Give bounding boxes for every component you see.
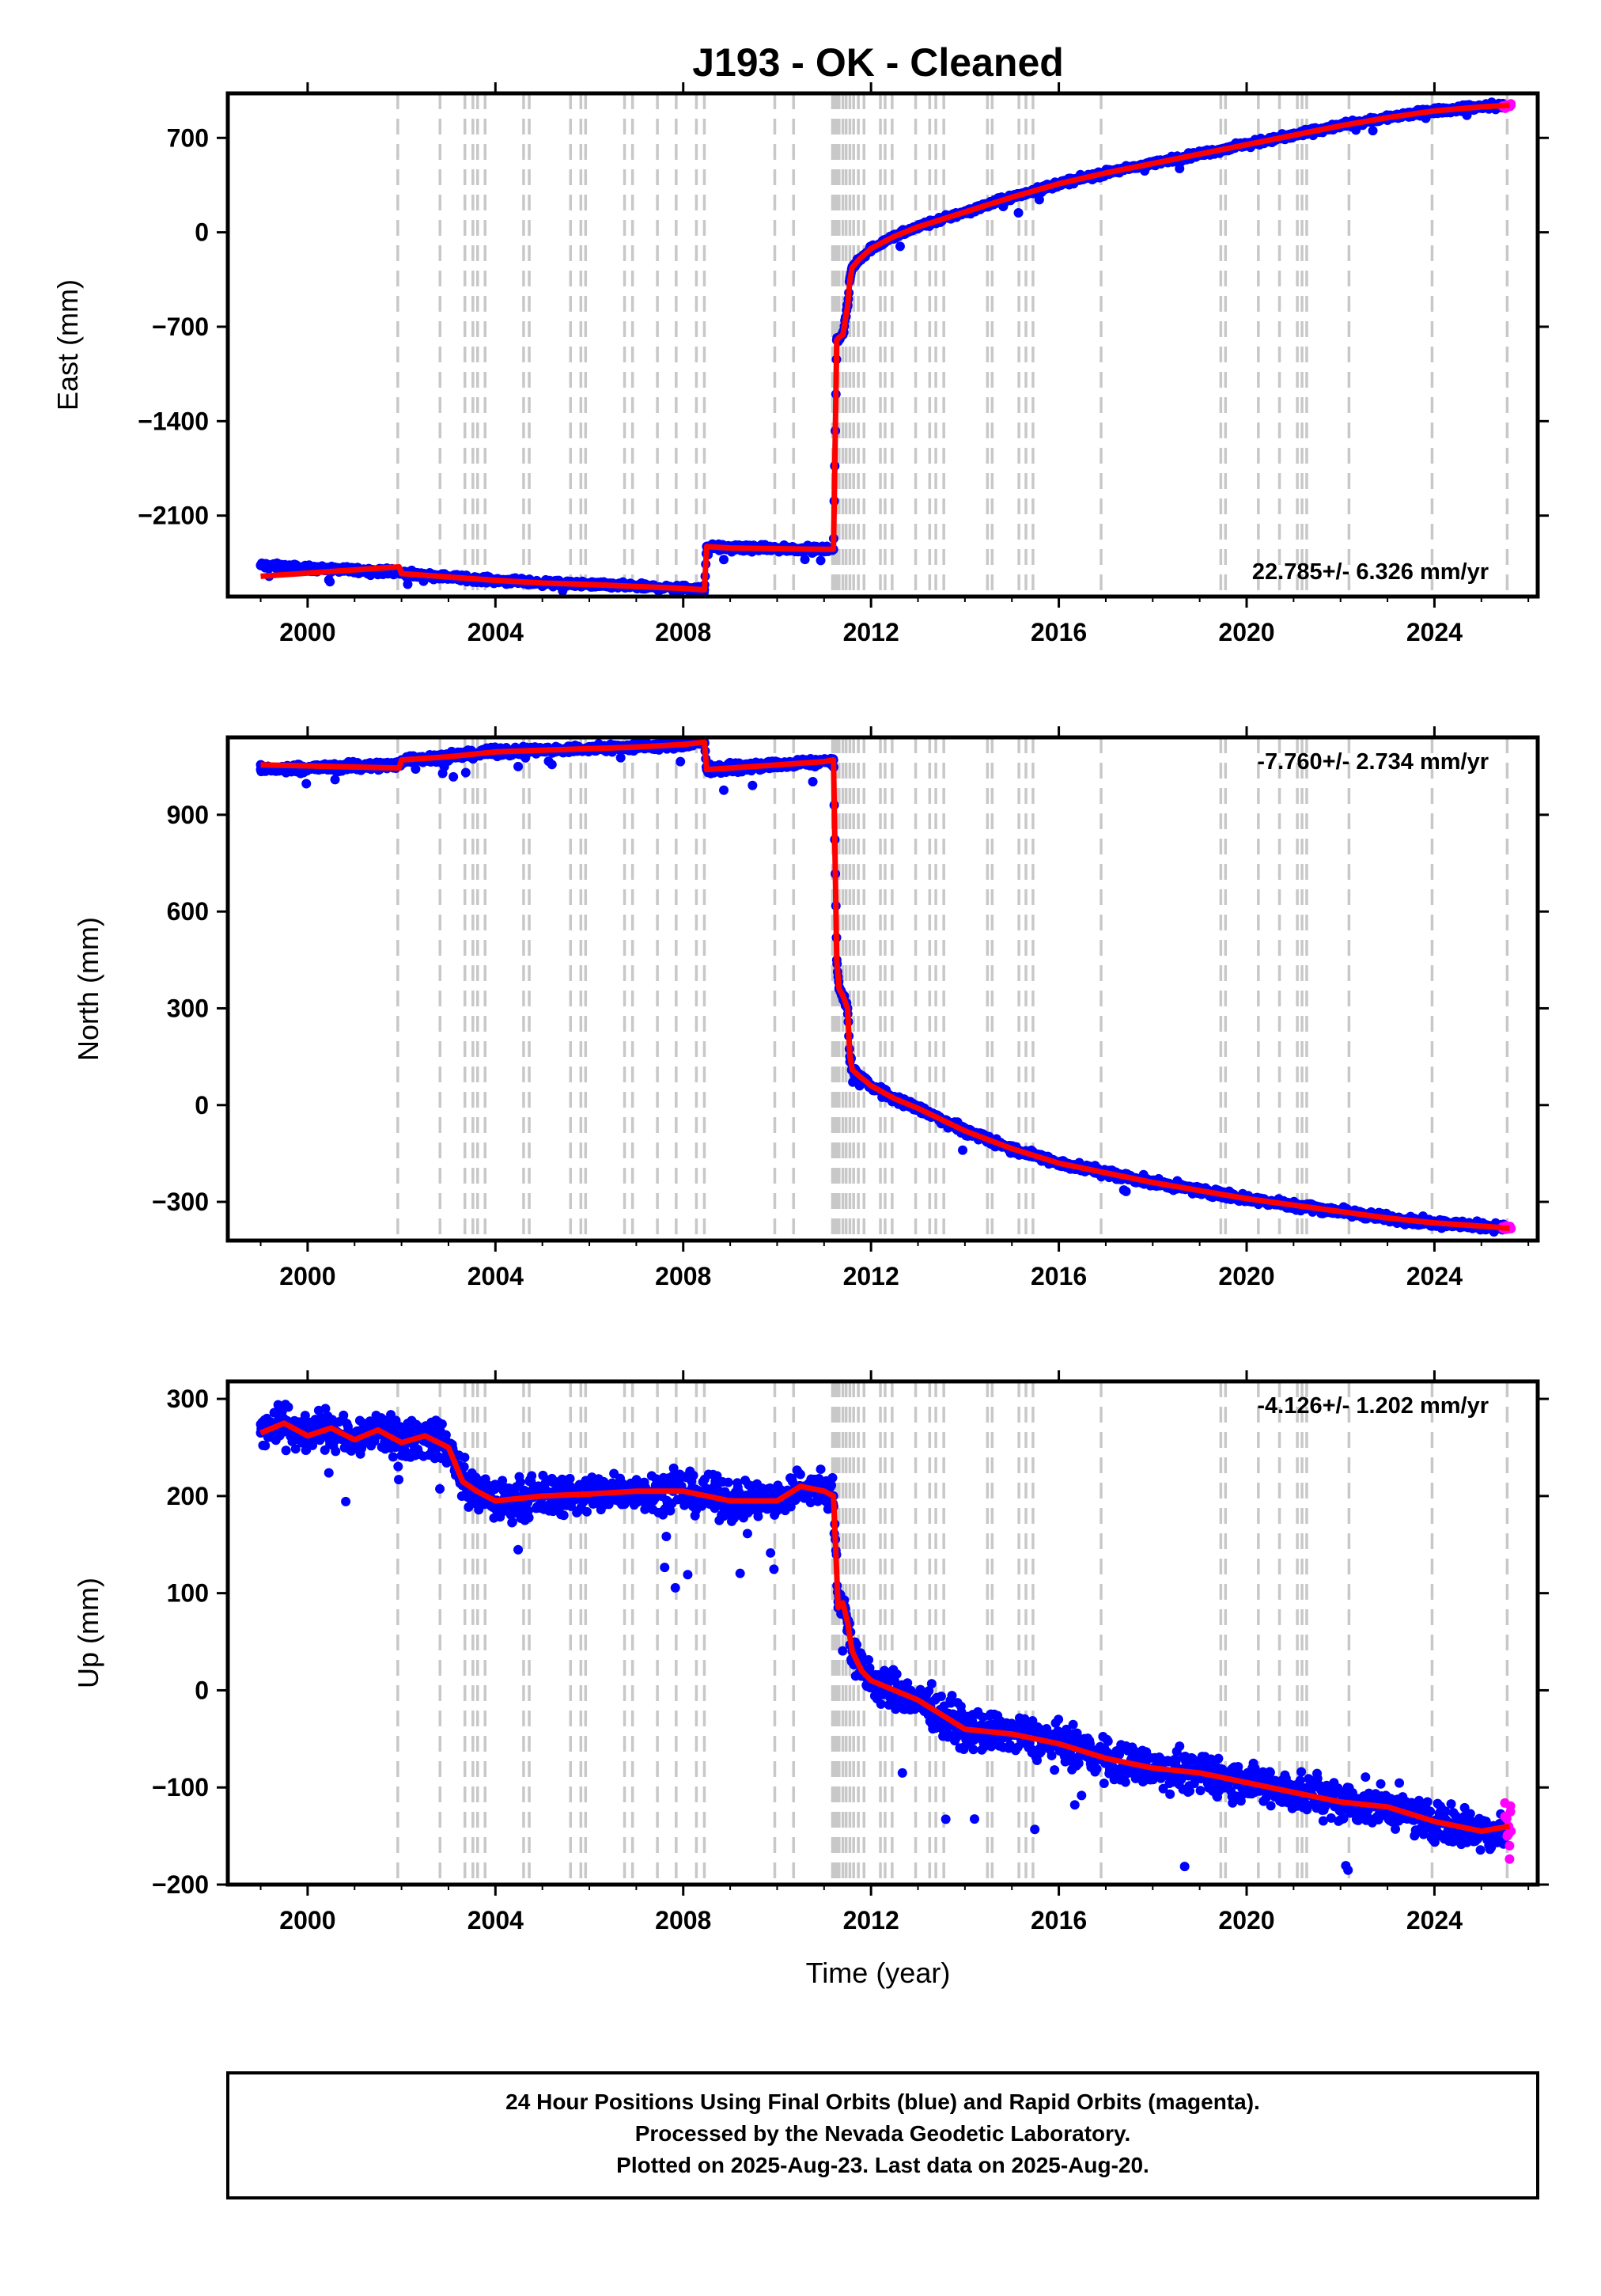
data-point bbox=[324, 1468, 334, 1478]
y-tick-label: 900 bbox=[167, 801, 209, 829]
data-point bbox=[800, 555, 810, 565]
x-tick-label: 2020 bbox=[1218, 618, 1274, 646]
data-point bbox=[320, 1404, 331, 1414]
data-point bbox=[325, 577, 335, 587]
panel-frame bbox=[225, 91, 1540, 599]
data-point bbox=[808, 777, 818, 787]
data-point bbox=[958, 1145, 968, 1155]
x-tick-label: 2000 bbox=[279, 1262, 335, 1290]
x-tick-label: 2012 bbox=[843, 618, 899, 646]
data-point bbox=[449, 771, 459, 782]
data-point bbox=[341, 1496, 351, 1506]
y-tick-label: 600 bbox=[167, 897, 209, 926]
data-point bbox=[1013, 208, 1024, 218]
x-tick-label: 2016 bbox=[1031, 1262, 1087, 1290]
data-point bbox=[816, 555, 826, 566]
data-point bbox=[1368, 126, 1378, 136]
x-tick-label: 2008 bbox=[655, 618, 711, 646]
y-tick-label: −2100 bbox=[138, 502, 209, 530]
data-point bbox=[255, 560, 266, 570]
data-point bbox=[283, 1402, 293, 1412]
data-point bbox=[615, 752, 626, 763]
data-point bbox=[719, 555, 729, 565]
x-tick-label: 2004 bbox=[467, 618, 524, 646]
x-tick-label: 2024 bbox=[1406, 1262, 1463, 1290]
up-panel: 2000 2004 2008 2012 2016 2020 20243002001000−1… bbox=[72, 1370, 1549, 1934]
x-tick-label: 2024 bbox=[1406, 618, 1463, 646]
data-point bbox=[290, 1444, 301, 1454]
y-tick-label: 0 bbox=[195, 1091, 209, 1120]
data-point bbox=[331, 1446, 341, 1457]
data-point bbox=[460, 767, 471, 778]
data-point bbox=[719, 785, 729, 795]
y-tick-label: −1400 bbox=[138, 407, 209, 435]
data-point bbox=[301, 779, 312, 789]
x-tick-label: 2012 bbox=[843, 1262, 899, 1290]
plot-area bbox=[255, 1381, 1516, 1885]
y-tick-label: 300 bbox=[167, 994, 209, 1022]
data-point bbox=[330, 775, 340, 785]
data-point bbox=[260, 1441, 271, 1451]
data-point bbox=[748, 780, 758, 790]
model-line bbox=[260, 102, 1510, 593]
panel-frame bbox=[225, 735, 1540, 1243]
y-tick-label: 0 bbox=[195, 218, 209, 247]
y-tick-label: −300 bbox=[152, 1188, 209, 1216]
x-tick-label: 2020 bbox=[1218, 1262, 1274, 1290]
plot-area bbox=[255, 737, 1516, 1241]
rate-annotation: -7.760+/- 2.734 mm/yr bbox=[1257, 749, 1489, 775]
data-point bbox=[547, 760, 557, 770]
data-point bbox=[411, 764, 421, 775]
data-point bbox=[513, 761, 524, 771]
y-tick-label: −700 bbox=[152, 313, 209, 341]
y-axis-label: East (mm) bbox=[51, 279, 84, 411]
data-point bbox=[1034, 195, 1044, 205]
data-point bbox=[676, 756, 686, 767]
rate-annotation: 22.785+/- 6.326 mm/yr bbox=[1252, 559, 1489, 585]
north-panel: 2000 2004 2008 2012 2016 2020 2024 900 600 300 0 −3… bbox=[72, 726, 1549, 1290]
plot-area bbox=[255, 93, 1516, 597]
x-tick-label: 2016 bbox=[1031, 618, 1087, 646]
data-point bbox=[343, 1422, 353, 1432]
data-point bbox=[895, 241, 905, 252]
data-point bbox=[281, 1445, 291, 1456]
model-line bbox=[260, 739, 1510, 1231]
x-tick-label: 2008 bbox=[655, 1262, 711, 1290]
y-tick-label: 700 bbox=[167, 123, 209, 152]
east-panel: 2000 2004 2008 2012 2016 2020 2024 700 0 −700 −140… bbox=[51, 82, 1549, 646]
data-point bbox=[403, 579, 413, 589]
x-tick-label: 2000 bbox=[279, 618, 335, 646]
y-axis-label: North (mm) bbox=[72, 917, 104, 1061]
chart-title: J193 - OK - Cleaned bbox=[692, 40, 1064, 85]
data-point bbox=[339, 1410, 349, 1420]
x-tick-label: 2004 bbox=[467, 1262, 524, 1290]
data-point bbox=[1121, 1186, 1131, 1196]
